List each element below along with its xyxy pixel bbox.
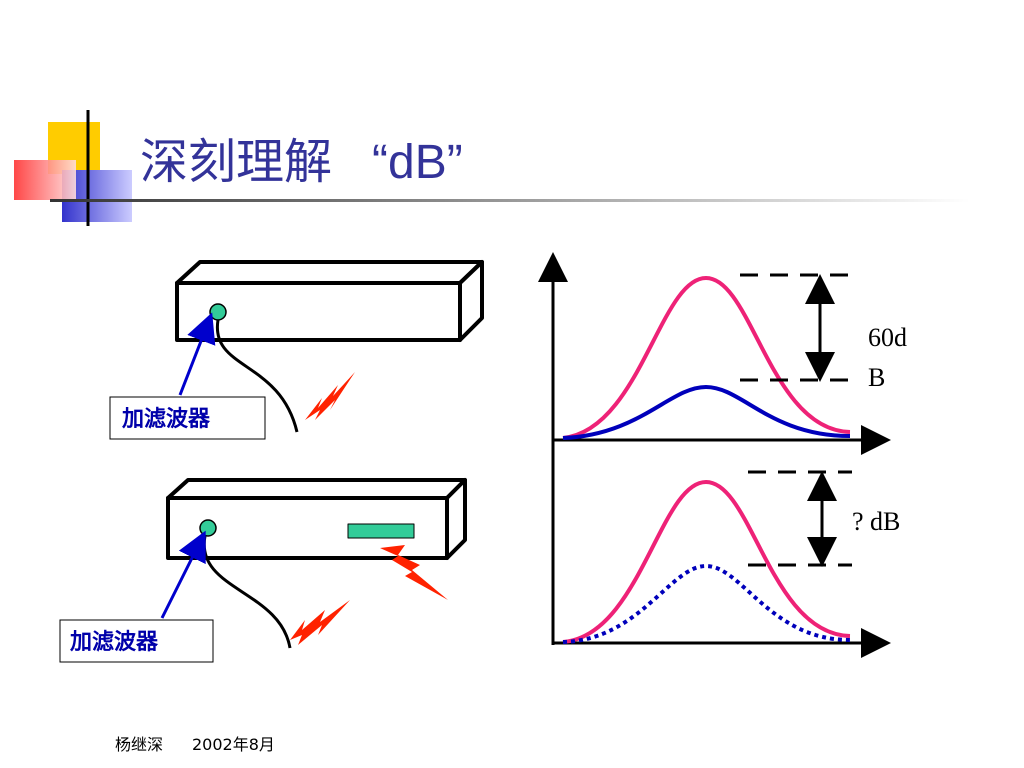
filter-label: 加滤波器 — [69, 630, 159, 655]
footer-date: 2002年8月 — [192, 735, 275, 754]
difference-label: ? dB — [852, 507, 900, 536]
difference-label: B — [868, 363, 885, 392]
difference-label: 60d — [868, 323, 907, 352]
device-1 — [175, 260, 484, 433]
label-box — [109, 396, 266, 440]
spectrum-plots — [538, 252, 891, 658]
decoration — [14, 110, 970, 226]
pointer — [160, 530, 206, 619]
filter-label: 加滤波器 — [121, 407, 211, 432]
title: 深刻理解 “dB” — [140, 134, 463, 190]
footer-author: 杨继深 — [115, 735, 163, 754]
device-2 — [166, 478, 467, 649]
pointer — [178, 312, 216, 396]
label-box — [59, 619, 214, 663]
